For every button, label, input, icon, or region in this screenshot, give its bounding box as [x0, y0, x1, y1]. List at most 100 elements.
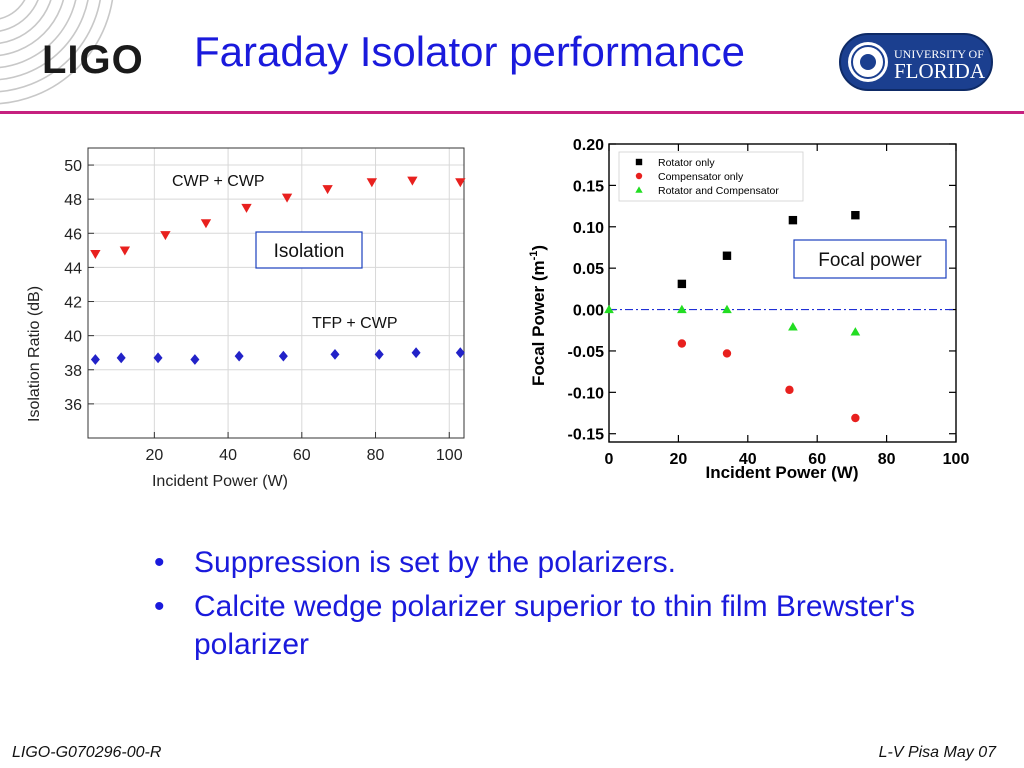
focal-legend-box [618, 151, 804, 202]
focal-power-chart: 0.20 0.15 0.10 0.05 0.00 -0.05 -0.10 -0.15 0 20 4… [528, 137, 970, 482]
focal-y-axis-label: Focal Power (m-1) [528, 245, 548, 386]
focal-point-series-2 [677, 304, 687, 314]
isolation-point-series-1 [411, 347, 421, 359]
focal-point-series-0 [851, 210, 860, 220]
bullet-text: Suppression is set by the polarizers. [194, 546, 676, 579]
isolation-point-series-1 [330, 349, 340, 360]
isolation-point-series-0 [455, 178, 466, 188]
focal-y-tick-label: 0.15 [573, 178, 604, 195]
focal-point-series-1 [851, 413, 860, 423]
bullet-marker: • [154, 590, 165, 623]
isolation-point-series-1 [90, 354, 100, 365]
focal-x-ticks: 0 20 40 60 80 100 [605, 144, 970, 468]
footer-event-date: L-V Pisa May 07 [878, 744, 996, 761]
isolation-y-tick-label: 38 [64, 363, 82, 380]
focal-y-axis-label-exponent: -1 [528, 251, 540, 261]
isolation-x-ticks: 20 40 60 80 100 [145, 432, 463, 464]
bullet-marker: • [154, 546, 165, 579]
legend-marker-series-0 [635, 158, 643, 166]
series-label-cwp-cwp: CWP + CWP [172, 173, 265, 190]
focal-y-tick-label: -0.05 [568, 344, 605, 361]
isolation-point-series-1 [234, 350, 244, 362]
title-divider [0, 111, 1024, 114]
isolation-point-series-1 [153, 352, 163, 364]
isolation-y-tick-label: 46 [64, 226, 82, 243]
focal-point-series-2 [604, 304, 614, 314]
focal-y-tick-label: 0.20 [573, 137, 604, 154]
focal-y-ticks: 0.20 0.15 0.10 0.05 0.00 -0.05 -0.10 -0.15 [568, 137, 956, 444]
isolation-point-series-0 [281, 193, 293, 203]
series-label-tfp-cwp: TFP + CWP [312, 315, 398, 332]
focal-y-tick-label: -0.15 [568, 427, 605, 444]
focal-legend: Rotator only Compensator only Rotator an… [618, 151, 804, 202]
focal-plot-frame [608, 143, 957, 443]
isolation-point-series-1 [455, 347, 465, 359]
focal-points [604, 210, 861, 423]
isolation-plot-frame [87, 147, 465, 439]
isolation-point-series-0 [366, 178, 378, 188]
isolation-y-tick-label: 42 [64, 295, 82, 312]
legend-compensator-only: Compensator only [658, 171, 744, 183]
legend-rotator-and-compensator: Rotator and Compensator [658, 185, 779, 197]
isolation-y-ticks: 36 38 40 42 44 46 48 50 [64, 158, 94, 414]
focal-point-series-2 [722, 304, 732, 314]
focal-x-tick-label: 100 [943, 451, 970, 468]
focal-x-tick-label: 60 [808, 451, 826, 468]
isolation-annotation-label: Isolation [274, 241, 345, 262]
bullet-list: • Suppression is set by the polarizers. •… [150, 544, 930, 670]
isolation-point-series-0 [241, 203, 252, 213]
focal-point-series-1 [722, 349, 732, 358]
isolation-point-series-0 [90, 249, 101, 259]
isolation-point-series-0 [407, 176, 418, 186]
isolation-x-axis-label: Incident Power (W) [152, 473, 288, 490]
isolation-y-tick-label: 44 [64, 260, 82, 277]
focal-point-series-0 [722, 251, 732, 260]
isolation-y-tick-label: 48 [64, 192, 82, 209]
isolation-point-series-1 [116, 352, 126, 364]
isolation-annotation-box [255, 231, 363, 269]
isolation-x-tick-label: 80 [367, 447, 385, 464]
focal-annotation-box [793, 239, 947, 279]
focal-point-series-1 [785, 385, 794, 395]
isolation-y-tick-label: 50 [64, 158, 82, 175]
isolation-chart: 36 38 40 42 44 46 48 50 20 40 60 80 100 Incident Po… [20, 146, 470, 490]
focal-x-tick-label: 80 [878, 451, 896, 468]
focal-point-series-0 [677, 279, 687, 289]
focal-point-series-0 [788, 215, 798, 225]
focal-y-tick-label: 0.00 [573, 303, 604, 320]
isolation-point-series-1 [374, 349, 384, 360]
isolation-x-tick-label: 100 [436, 447, 463, 464]
university-of-florida-logo: UNIVERSITY OF FLORIDA [839, 33, 993, 91]
focal-point-series-2 [788, 322, 798, 331]
legend-rotator-only: Rotator only [658, 157, 715, 169]
focal-x-tick-label: 40 [739, 451, 757, 468]
isolation-point-series-0 [119, 246, 131, 256]
footer-document-id: LIGO-G070296-00-R [12, 744, 162, 761]
isolation-point-series-0 [200, 219, 212, 229]
isolation-y-tick-label: 40 [64, 329, 82, 346]
focal-point-series-1 [677, 339, 687, 348]
focal-y-axis-label-close: ) [529, 245, 548, 251]
isolation-x-tick-label: 40 [219, 447, 237, 464]
isolation-x-tick-label: 60 [293, 447, 311, 464]
university-line-2: FLORIDA [894, 59, 986, 83]
focal-y-tick-label: -0.10 [568, 385, 605, 402]
focal-annotation-label: Focal power [818, 250, 922, 271]
isolation-points [90, 176, 466, 365]
isolation-point-series-0 [322, 185, 333, 195]
focal-x-tick-label: 0 [605, 451, 614, 468]
focal-x-axis-label: Incident Power (W) [706, 463, 859, 482]
bullet-item: • Calcite wedge polarizer superior to thi… [150, 588, 930, 664]
focal-y-tick-label: 0.05 [573, 261, 604, 278]
university-line-1: UNIVERSITY OF [894, 47, 984, 61]
isolation-point-series-1 [190, 354, 200, 365]
isolation-y-tick-label: 36 [64, 397, 82, 414]
isolation-point-series-1 [278, 350, 288, 362]
focal-y-tick-label: 0.10 [573, 220, 604, 237]
isolation-point-series-0 [160, 231, 171, 241]
focal-point-series-2 [850, 327, 861, 336]
bullet-text: Calcite wedge polarizer superior to thin… [194, 590, 916, 661]
legend-marker-series-2 [635, 186, 643, 193]
legend-marker-series-1 [635, 172, 643, 180]
isolation-x-tick-label: 20 [145, 447, 163, 464]
